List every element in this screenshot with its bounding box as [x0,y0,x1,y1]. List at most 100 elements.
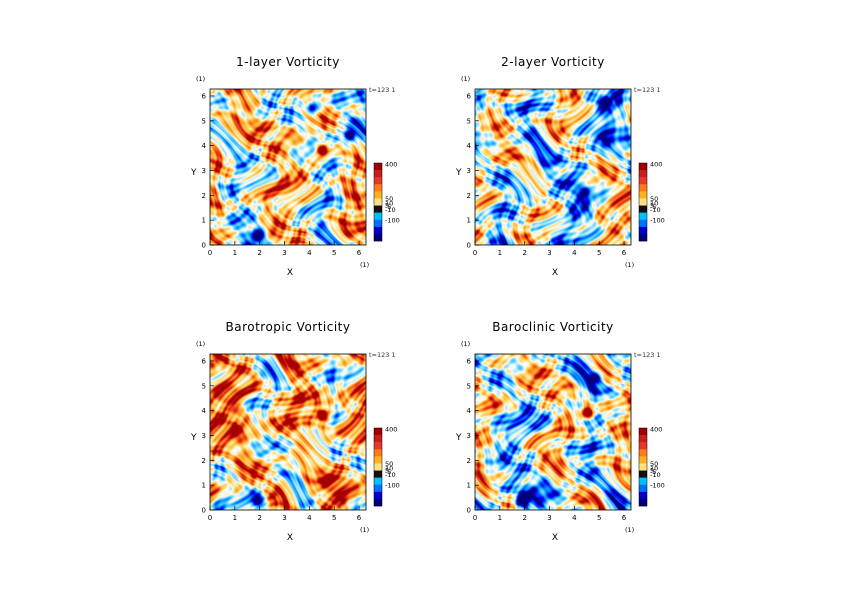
colorbar-segment [374,449,382,457]
colorbar-segment [374,463,382,471]
colorbar-segment [374,233,382,242]
colorbar-segment [374,219,382,228]
colorbar-tick-label: -10 [385,206,396,214]
x-tick-label: 4 [307,514,312,522]
colorbar-segment [639,198,647,206]
plot-frame [474,88,632,246]
colorbar-segment [374,435,382,443]
colorbar-segment [374,484,382,493]
x-tick-label: 2 [522,249,526,257]
x-tick-label: 3 [547,249,551,257]
x-axis-label: X [287,268,293,278]
colorbar-segment [374,184,382,192]
colorbar-tick-label: 5 [385,467,389,475]
panel-barotropic: Barotropic Vorticity 0 1 2 3 4 5 6 0 1 2 3 4 5 6 X Y (1)… [188,320,488,570]
x-axis-label: X [552,268,558,278]
y-tick-label: 6 [202,357,207,365]
colorbar-segment [374,198,382,206]
colorbar-tick-label: 10 [650,200,658,208]
colorbar-frame [373,162,383,242]
y-tick-label: 6 [467,92,472,100]
colorbar-tick-label: -10 [650,206,661,214]
y-axis-label: Y [455,168,462,178]
vorticity-field [475,354,631,510]
colorbar-segment [374,212,382,221]
colorbar-segment [374,226,382,235]
colorbar-segment [639,233,647,242]
time-label: t=123 1 [634,351,661,359]
x-tick-label: 4 [572,249,577,257]
colorbar-segment [639,163,647,171]
x-tick-label: 2 [522,514,526,522]
x-tick-label: 4 [307,249,312,257]
colorbar-tick-label: 400 [650,426,662,434]
colorbar-segment [374,205,382,213]
x-unit-label: (1) [360,526,369,534]
colorbar-segment [639,470,647,478]
x-tick-label: 3 [282,249,286,257]
x-tick-label: 1 [498,514,502,522]
colorbar-tick-label: 50 [385,460,393,468]
x-tick-label: 6 [357,249,362,257]
panel-baroclinic: Baroclinic Vorticity 0 1 2 3 4 5 6 0 1 2 3 4 5 6 X Y (1)… [453,320,753,570]
x-tick-label: 5 [332,249,336,257]
y-unit-label: (1) [196,340,205,348]
y-unit-label: (1) [461,75,470,83]
colorbar-tick-label: -100 [650,217,665,225]
x-tick-label: 6 [622,249,627,257]
x-tick-label: 1 [233,249,237,257]
colorbar-tick-label: -5 [385,468,391,476]
x-unit-label: (1) [625,261,634,269]
colorbar-segment [639,442,647,450]
x-tick-label: 2 [257,514,261,522]
y-tick-label: 6 [202,92,207,100]
x-tick-label: 5 [597,514,601,522]
panel-2-layer: 2-layer Vorticity 0 1 2 3 4 5 6 0 1 2 3 4 5 6 X Y (1) (1)… [453,55,753,305]
y-unit-label: (1) [461,340,470,348]
y-tick-label: 4 [467,407,472,415]
x-tick-label: 2 [257,249,261,257]
panel-1-layer: 1-layer Vorticity 0 1 2 3 4 5 6 0 1 2 3 4 5 6 X Y (1) (1)… [188,55,488,305]
vorticity-field [475,89,631,245]
colorbar-segment [639,170,647,178]
y-tick-label: 3 [202,167,206,175]
y-tick-label: 4 [202,407,207,415]
chart-title: Barotropic Vorticity [225,320,351,334]
colorbar-segment [639,456,647,464]
x-tick-label: 0 [473,249,477,257]
x-tick-label: 1 [498,249,502,257]
colorbar-segment [639,484,647,493]
y-axis-label: Y [190,433,197,443]
colorbar-segment [639,219,647,228]
x-tick-label: 0 [208,514,212,522]
colorbar-tick-label: 10 [385,465,393,473]
x-tick-label: 3 [547,514,551,522]
plot-frame [474,353,632,511]
colorbar-tick-label: 10 [650,465,658,473]
colorbar-tick-label: -100 [385,217,400,225]
colorbar-segment [374,491,382,500]
colorbar-tick-label: -5 [650,203,656,211]
y-axis-label: Y [190,168,197,178]
y-tick-label: 2 [467,457,471,465]
colorbar-segment [639,177,647,185]
x-tick-label: 0 [473,514,477,522]
y-axis-label: Y [455,433,462,443]
x-tick-label: 5 [597,249,601,257]
y-tick-label: 5 [467,117,471,125]
colorbar-tick-label: -5 [385,203,391,211]
y-tick-label: 1 [202,217,206,225]
colorbar-segment [374,191,382,199]
colorbar-tick-label: 50 [650,460,658,468]
chart-title: 1-layer Vorticity [236,55,340,69]
colorbar-segment [374,498,382,507]
time-label: t=123 1 [369,351,396,359]
y-tick-label: 6 [467,357,472,365]
x-tick-label: 5 [332,514,336,522]
x-unit-label: (1) [360,261,369,269]
colorbar-segment [639,226,647,235]
colorbar-tick-label: -100 [385,482,400,490]
x-tick-label: 0 [208,249,212,257]
